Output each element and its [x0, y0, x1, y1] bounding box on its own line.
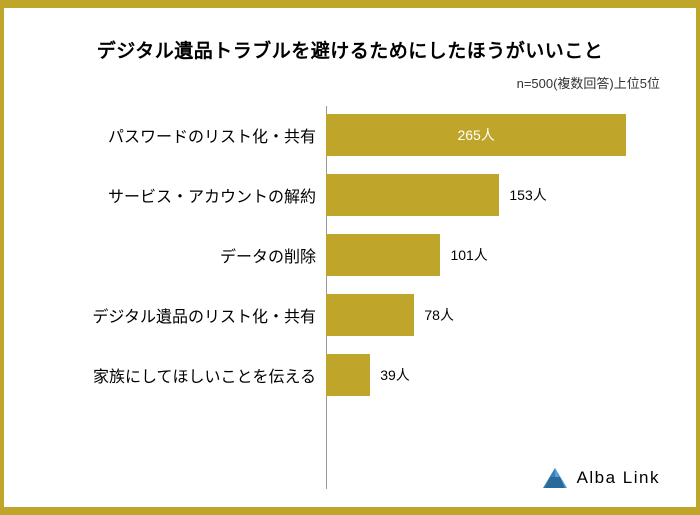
bar-value-label: 153人 [509, 185, 546, 205]
category-label: データの削除 [34, 243, 326, 267]
brand-name: Alba Link [577, 468, 660, 488]
category-label: パスワードのリスト化・共有 [34, 123, 326, 147]
chart-subtitle: n=500(複数回答)上位5位 [34, 73, 666, 92]
brand-logo-icon [541, 467, 569, 489]
bar-area: 39人 [326, 354, 666, 396]
category-label: 家族にしてほしいことを伝える [34, 363, 326, 387]
bar [326, 234, 440, 276]
bar-value-label: 265人 [457, 125, 494, 145]
bar-value-label: 78人 [424, 305, 454, 325]
chart-title: デジタル遺品トラブルを避けるためにしたほうがいいこと [34, 36, 666, 63]
brand-footer: Alba Link [541, 467, 660, 489]
chart-row: データの削除 101人 [34, 234, 666, 276]
chart-frame: デジタル遺品トラブルを避けるためにしたほうがいいこと n=500(複数回答)上位… [0, 0, 700, 515]
chart-row: パスワードのリスト化・共有 265人 [34, 114, 666, 156]
bar [326, 174, 499, 216]
chart-row: 家族にしてほしいことを伝える 39人 [34, 354, 666, 396]
bar-value-label: 39人 [380, 365, 410, 385]
bar-area: 153人 [326, 174, 666, 216]
chart-row: デジタル遺品のリスト化・共有 78人 [34, 294, 666, 336]
category-label: デジタル遺品のリスト化・共有 [34, 303, 326, 327]
category-label: サービス・アカウントの解約 [34, 183, 326, 207]
bar-area: 78人 [326, 294, 666, 336]
bar [326, 354, 370, 396]
bar-value-label: 101人 [450, 245, 487, 265]
bar: 265人 [326, 114, 626, 156]
chart-row: サービス・アカウントの解約 153人 [34, 174, 666, 216]
bar-chart: パスワードのリスト化・共有 265人 サービス・アカウントの解約 153人 デー… [34, 110, 666, 489]
bar [326, 294, 414, 336]
bar-area: 101人 [326, 234, 666, 276]
bar-area: 265人 [326, 114, 666, 156]
